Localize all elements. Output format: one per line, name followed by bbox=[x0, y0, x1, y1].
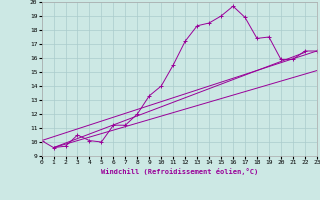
X-axis label: Windchill (Refroidissement éolien,°C): Windchill (Refroidissement éolien,°C) bbox=[100, 168, 258, 175]
